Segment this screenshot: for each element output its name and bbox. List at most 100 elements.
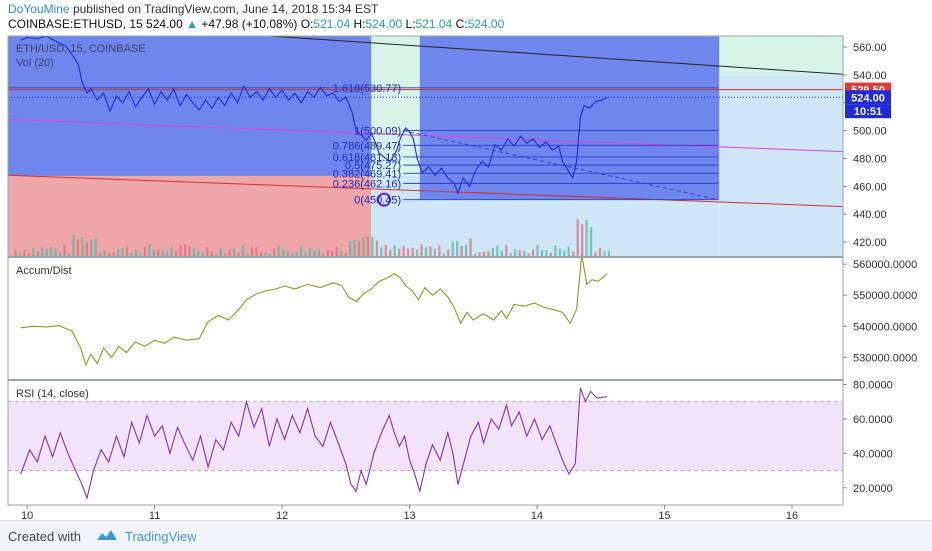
volume-bar xyxy=(438,245,441,256)
volume-bar xyxy=(572,251,575,256)
close-value: 524.00 xyxy=(467,17,505,31)
price-change: +47.98 (+10.08%) xyxy=(201,17,298,31)
volume-bar xyxy=(576,219,579,256)
volume-bar xyxy=(331,250,334,256)
volume-bar xyxy=(563,250,566,256)
mint-zone-far xyxy=(719,36,843,75)
y-tick-label: 540000.0000 xyxy=(853,321,917,333)
volume-bar xyxy=(607,250,610,256)
volume-bar xyxy=(45,249,48,256)
volume-bar xyxy=(134,249,138,256)
up-arrow-icon: ▲ xyxy=(186,17,198,31)
volume-bar xyxy=(407,248,410,256)
author-link[interactable]: DoYouMine xyxy=(8,2,70,16)
volume-bar xyxy=(384,244,387,256)
low-label: L: xyxy=(405,17,416,31)
main-pane-drawings xyxy=(8,36,843,256)
volume-bar xyxy=(237,252,240,256)
volume-bar xyxy=(447,249,450,256)
y-tick-label: 530000.0000 xyxy=(853,352,917,364)
volume-bar xyxy=(157,249,160,256)
volume-bar xyxy=(72,234,75,256)
volume-bar xyxy=(433,248,436,256)
blue-zone-right xyxy=(419,36,720,200)
tradingview-brand[interactable]: TradingView xyxy=(125,529,197,544)
chart-canvas[interactable]: 1.618(530.77) 1(500.09) 0.786(489.47)0.618… xyxy=(0,34,932,520)
volume-bar xyxy=(18,252,22,256)
accum-dist-line xyxy=(20,254,608,367)
pane-subtitle-volume: Vol (20) xyxy=(16,57,54,69)
volume-bar xyxy=(32,248,35,256)
low-value: 521.04 xyxy=(415,17,453,31)
volume-bar xyxy=(121,247,124,256)
volume-bar xyxy=(286,251,289,256)
y-tick-label: 540.00 xyxy=(853,70,887,82)
pane-title-main: ETH/USD, 15, COINBASE xyxy=(16,43,146,55)
volume-bar xyxy=(23,249,26,256)
volume-bar xyxy=(380,247,383,256)
volume-bar xyxy=(201,251,204,256)
volume-bar xyxy=(143,247,146,256)
open-value: 521.04 xyxy=(313,17,351,31)
volume-bar xyxy=(420,244,423,256)
volume-bar xyxy=(335,246,338,256)
volume-bar xyxy=(478,252,481,256)
volume-bar xyxy=(183,244,187,256)
volume-bar xyxy=(353,240,356,256)
volume-bar xyxy=(585,219,588,256)
volume-bar xyxy=(398,249,401,256)
volume-bar xyxy=(375,240,378,256)
volume-bar xyxy=(112,251,115,256)
volume-bar xyxy=(487,250,490,256)
volume-bar xyxy=(594,252,597,256)
price-marker-label: 10:51 xyxy=(854,106,882,118)
y-tick-label: 550000.0000 xyxy=(853,290,917,302)
volume-bar xyxy=(139,253,142,256)
close-label: C: xyxy=(455,17,468,31)
volume-bar xyxy=(41,247,44,256)
volume-bar xyxy=(482,251,486,256)
x-tick-label: 12 xyxy=(276,510,288,520)
volume-bar xyxy=(27,253,30,256)
volume-bar xyxy=(103,250,106,256)
last-price: 524.00 xyxy=(146,17,183,31)
volume-bar xyxy=(273,248,276,256)
y-tick-label: 560000.0000 xyxy=(853,259,917,271)
volume-bar xyxy=(531,249,535,256)
volume-bar xyxy=(451,241,454,256)
volume-bar xyxy=(322,253,325,256)
volume-bar xyxy=(424,247,428,256)
volume-bar xyxy=(545,250,548,256)
volume-bar xyxy=(264,252,267,256)
x-tick-label: 14 xyxy=(531,510,543,520)
volume-bar xyxy=(473,253,477,256)
volume-bar xyxy=(496,245,499,256)
volume-bar xyxy=(188,246,191,256)
volume-bar xyxy=(116,249,120,256)
price-marker-box xyxy=(845,104,891,119)
volume-bar xyxy=(241,245,245,256)
volume-bar xyxy=(402,246,405,256)
volume-bar xyxy=(291,253,294,256)
volume-bar xyxy=(505,245,508,256)
volume-bar xyxy=(170,246,173,256)
volume-bar xyxy=(76,239,80,256)
volume-bar xyxy=(469,238,472,256)
volume-bar xyxy=(255,247,258,256)
volume-bar xyxy=(161,249,164,256)
volume-bar xyxy=(317,249,320,256)
fib-level-label: 0.382(469.41) xyxy=(333,168,402,180)
footer-bar: Created with TradingView xyxy=(0,520,932,551)
y-tick-label: 40.0000 xyxy=(853,448,893,460)
volume-bar xyxy=(246,253,249,256)
created-with-label: Created with xyxy=(8,529,81,544)
volume-bar xyxy=(536,244,539,256)
fib-level-label: 0.786(489.47) xyxy=(333,140,402,152)
volume-bar xyxy=(210,251,213,256)
volume-bar xyxy=(598,248,602,256)
volume-bar xyxy=(14,249,17,256)
red-zone-left xyxy=(8,175,372,256)
y-tick-label: 560.00 xyxy=(853,42,887,54)
y-tick-label: 440.00 xyxy=(853,209,887,221)
volume-bar xyxy=(152,249,155,256)
